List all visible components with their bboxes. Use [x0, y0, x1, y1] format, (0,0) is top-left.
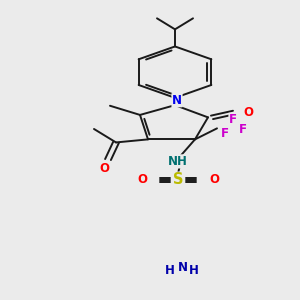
Text: O: O: [137, 173, 147, 186]
Text: H: H: [189, 264, 199, 277]
Text: N: N: [172, 94, 182, 107]
Text: S: S: [173, 172, 183, 187]
Text: O: O: [99, 162, 109, 175]
Text: F: F: [229, 113, 237, 126]
Text: H: H: [165, 264, 175, 277]
Text: N: N: [178, 261, 188, 274]
Text: O: O: [209, 173, 219, 186]
Text: NH: NH: [168, 155, 188, 168]
Text: F: F: [239, 123, 247, 136]
Text: F: F: [221, 127, 229, 140]
Text: O: O: [243, 106, 253, 119]
